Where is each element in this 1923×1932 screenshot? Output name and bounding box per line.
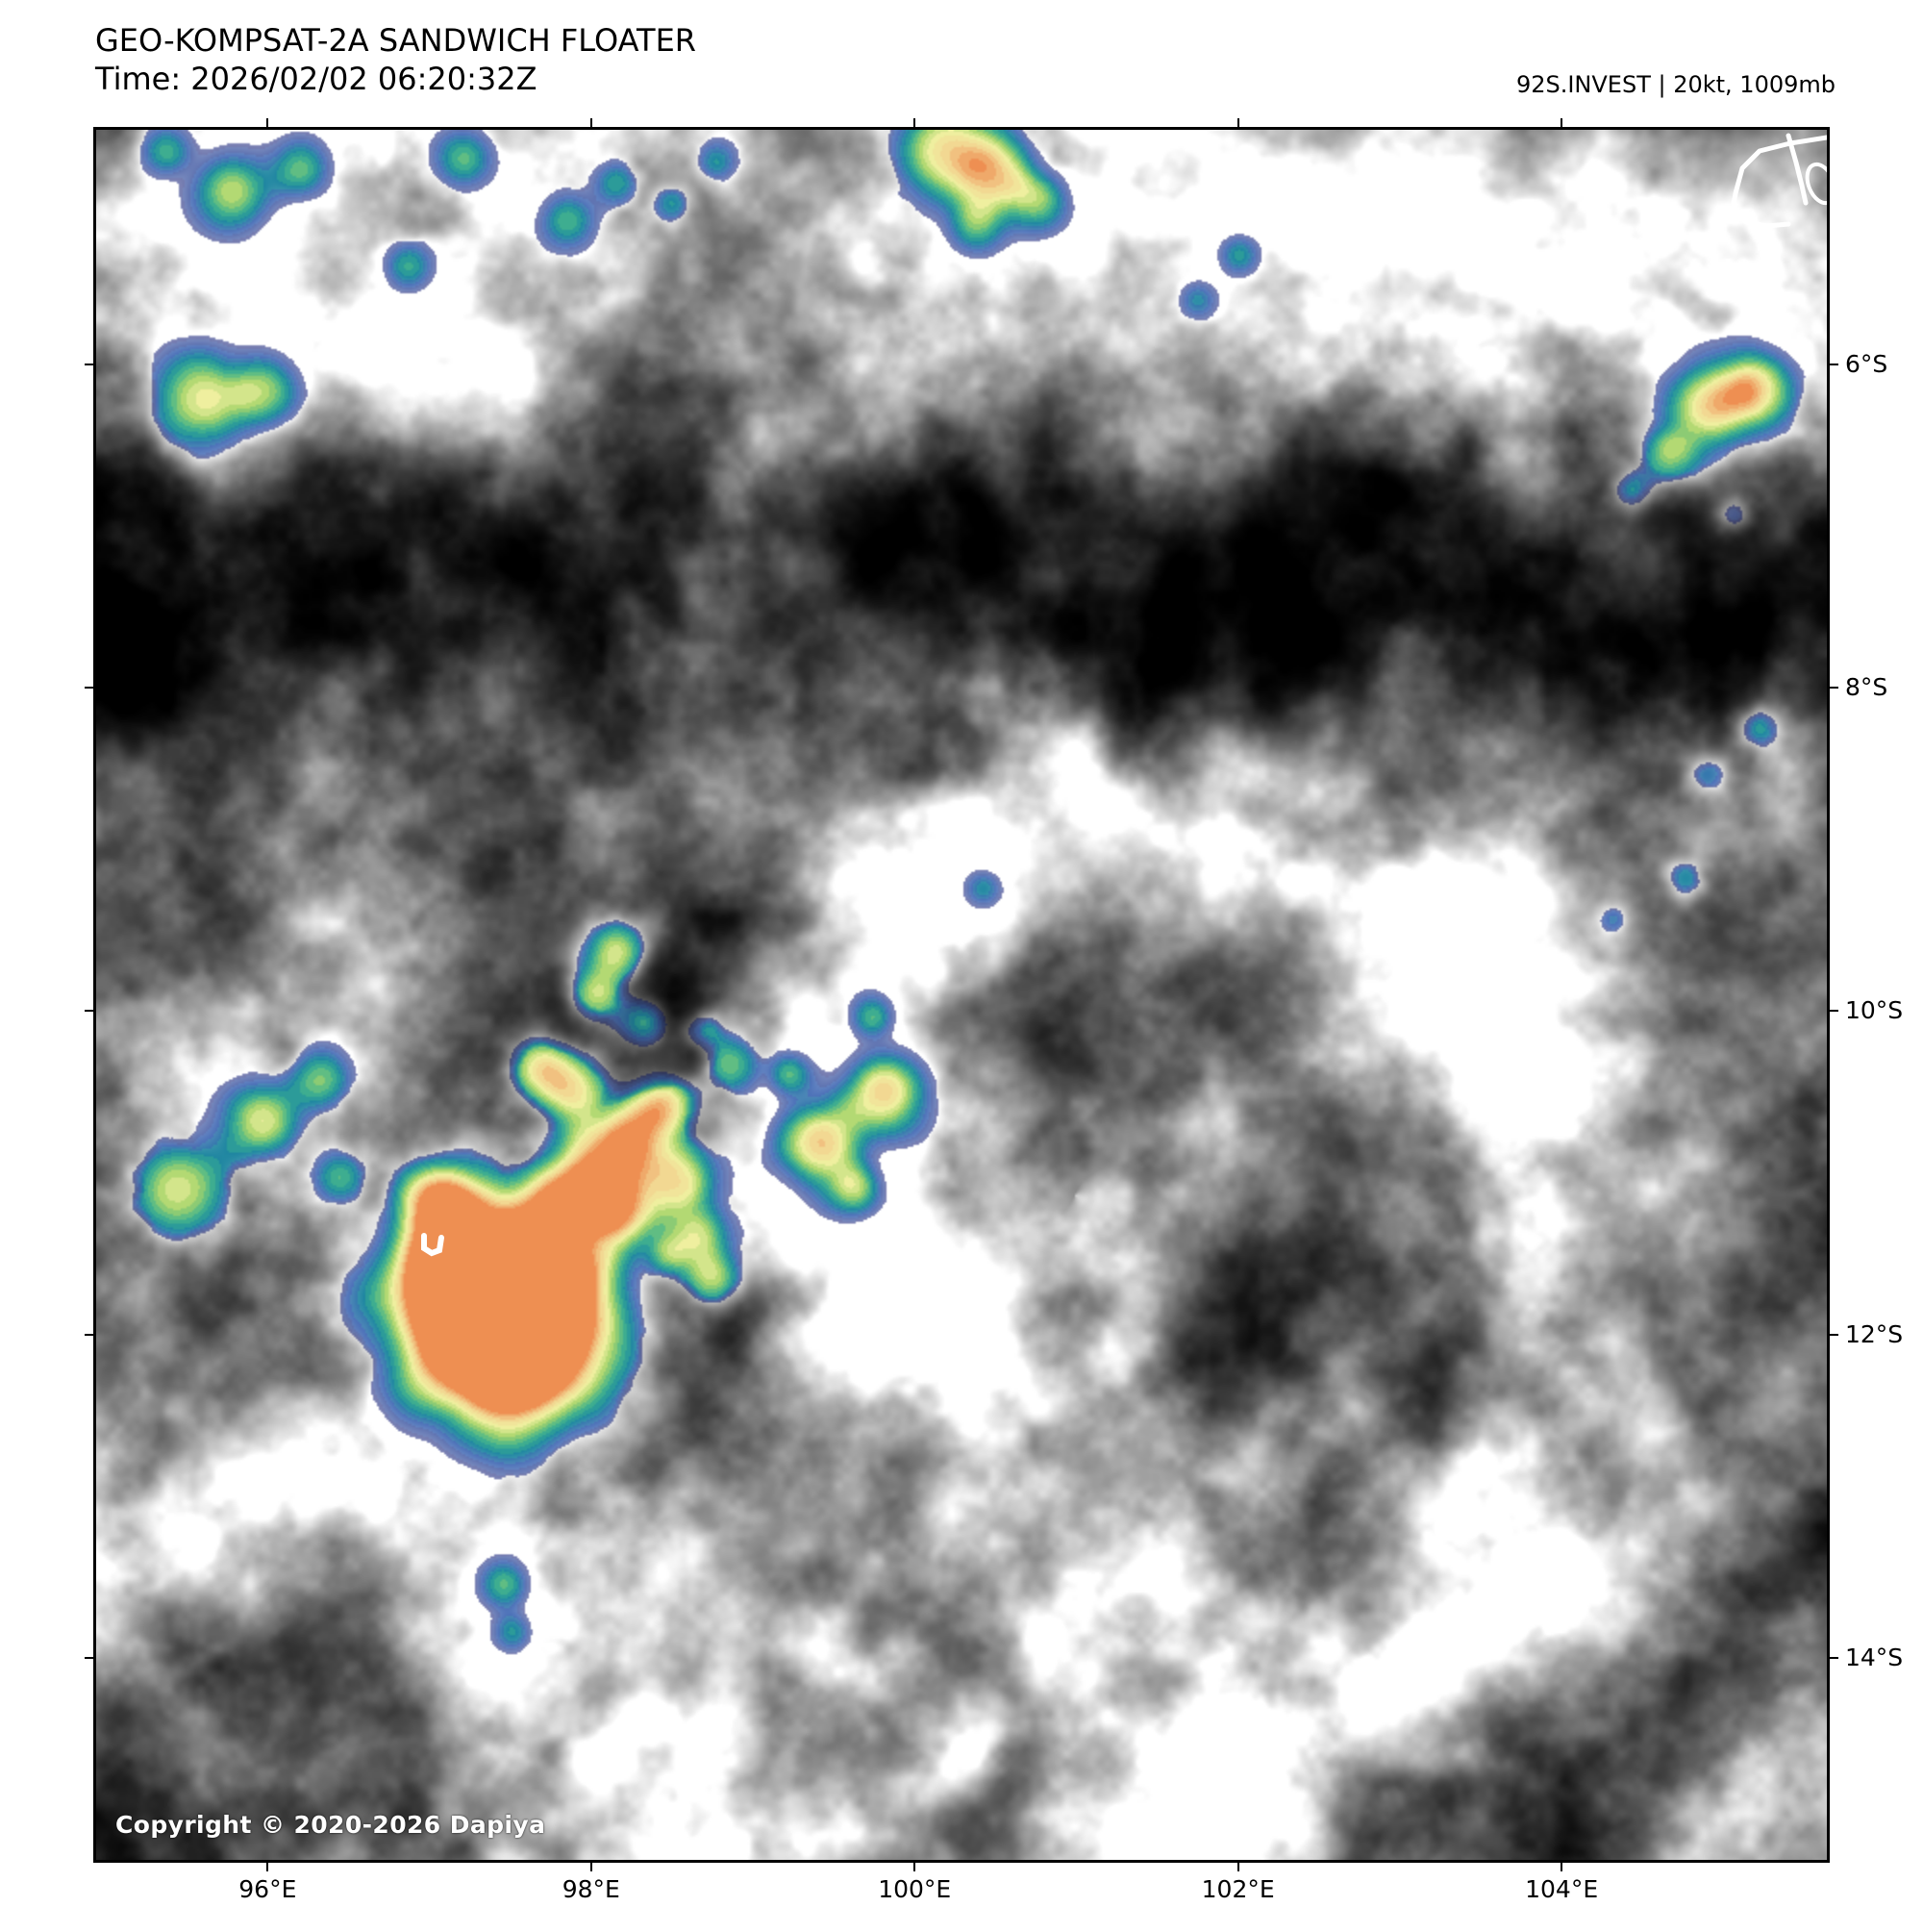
timestamp-label: Time: 2026/02/02 06:20:32Z <box>95 61 537 97</box>
y-axis-tick-mark <box>1829 363 1838 365</box>
y-axis-tick-mark <box>1829 1656 1838 1659</box>
x-axis-tick-label: 102°E <box>1201 1875 1275 1903</box>
copyright-label: Copyright © 2020-2026 Dapiya <box>115 1811 546 1839</box>
y-axis-tick-mark <box>85 687 94 690</box>
x-axis-tick-mark <box>1561 1862 1563 1871</box>
x-axis-tick-mark <box>1236 1862 1239 1871</box>
x-axis-tick-mark <box>266 118 269 128</box>
x-axis-tick-mark <box>1236 118 1239 128</box>
y-axis-tick-label-right: 12°S <box>1845 1319 1904 1348</box>
x-axis-tick-mark <box>266 1862 269 1871</box>
satellite-image-plot[interactable]: Copyright © 2020-2026 Dapiya <box>93 127 1830 1863</box>
x-axis-tick-mark <box>589 118 592 128</box>
x-axis-tick-label: 100°E <box>878 1875 952 1903</box>
y-axis-tick-mark <box>85 363 94 365</box>
y-axis-tick-label-right: 10°S <box>1845 996 1904 1025</box>
y-axis-tick-mark <box>1829 1333 1838 1336</box>
y-axis-tick-mark <box>85 1010 94 1013</box>
y-axis-tick-mark <box>85 1656 94 1659</box>
storm-info-label: 92S.INVEST | 20kt, 1009mb <box>1515 71 1836 98</box>
x-axis-tick-label: 104°E <box>1525 1875 1599 1903</box>
x-axis-tick-mark <box>1561 118 1563 128</box>
y-axis-tick-mark <box>1829 1010 1838 1013</box>
y-axis-tick-label-right: 6°S <box>1845 349 1888 378</box>
y-axis-tick-label-right: 14°S <box>1845 1643 1904 1671</box>
x-axis-tick-label: 98°E <box>562 1875 620 1903</box>
x-axis-tick-label: 96°E <box>238 1875 297 1903</box>
x-axis-tick-mark <box>589 1862 592 1871</box>
y-axis-tick-mark <box>1829 687 1838 690</box>
satellite-imagery-canvas <box>96 130 1827 1860</box>
header: GEO-KOMPSAT-2A SANDWICH FLOATER Time: 20… <box>95 21 1836 98</box>
x-axis-tick-mark <box>913 118 916 128</box>
y-axis-tick-label-right: 8°S <box>1845 673 1888 702</box>
page-title: GEO-KOMPSAT-2A SANDWICH FLOATER <box>95 22 697 59</box>
y-axis-tick-mark <box>85 1333 94 1336</box>
x-axis-tick-mark <box>913 1862 916 1871</box>
